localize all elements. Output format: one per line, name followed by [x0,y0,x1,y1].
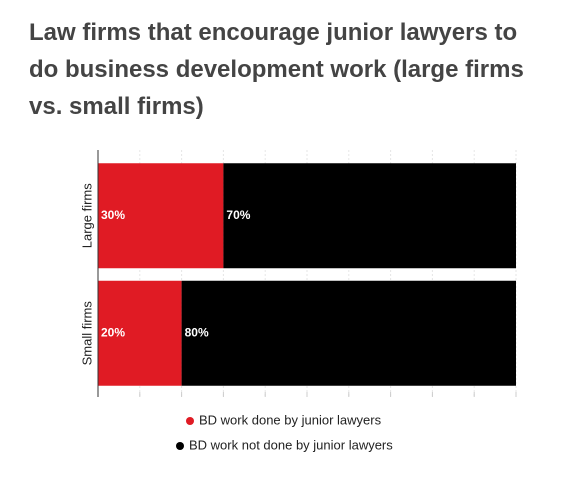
chart-title: Law firms that encourage junior lawyers … [29,19,524,120]
data-label: 20% [101,325,125,339]
bar-segment [98,280,182,386]
legend-marker [176,442,184,450]
category-label: Large firms [79,183,94,249]
bar-segment [181,280,516,386]
bar-segment [98,163,224,269]
category-label: Small firms [79,301,94,366]
data-label: 30% [101,208,125,222]
bar-segment [223,163,516,269]
legend-marker [186,417,194,425]
legend-label: BD work done by junior lawyers [199,412,382,427]
data-label: 80% [185,325,209,339]
legend-label: BD work not done by junior lawyers [189,437,393,452]
data-label: 70% [226,208,250,222]
